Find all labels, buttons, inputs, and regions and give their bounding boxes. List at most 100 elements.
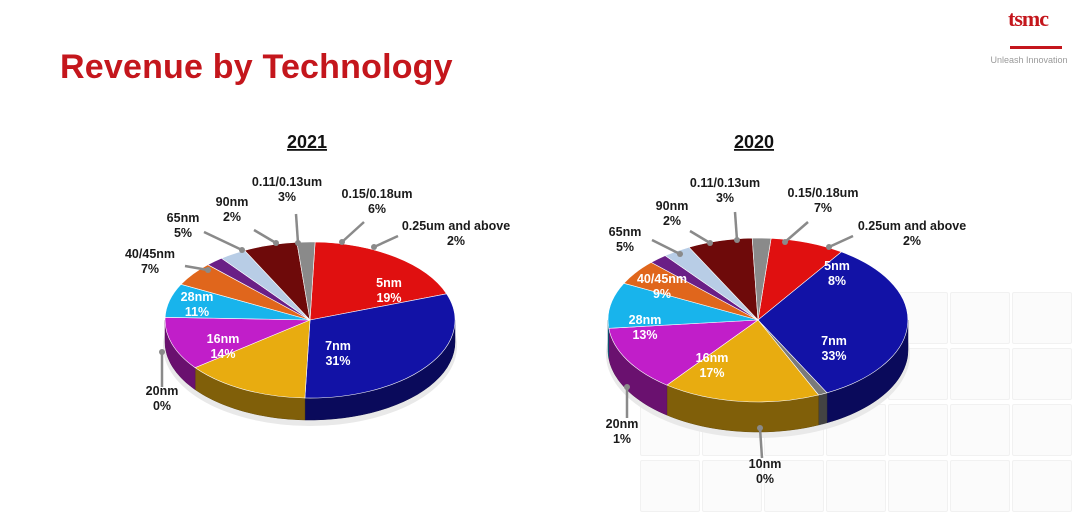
slice-name: 28nm xyxy=(629,313,662,327)
leader-line-0.15/0.18um xyxy=(341,221,365,243)
slice-label-7nm: 7nm 33% xyxy=(821,334,847,363)
slice-name: 0.11/0.13um xyxy=(690,176,760,190)
slice-value: 11% xyxy=(185,305,209,319)
slice-name: 40/45nm xyxy=(637,272,687,286)
slice-name: 5nm xyxy=(376,276,402,290)
slice-name: 90nm xyxy=(216,195,249,209)
slice-name: 16nm xyxy=(207,332,240,346)
slice-name: 20nm xyxy=(146,384,179,398)
leader-dot xyxy=(295,240,301,246)
leader-dot xyxy=(757,425,763,431)
slice-label-5nm: 5nm 8% xyxy=(824,259,850,288)
logo-tagline: Unleash Innovation xyxy=(990,55,1068,65)
slice-label-90nm: 90nm 2% xyxy=(216,195,249,224)
slice-name: 40/45nm xyxy=(125,247,175,261)
slice-name: 0.15/0.18um xyxy=(342,187,413,201)
leader-dot xyxy=(734,237,740,243)
page-title: Revenue by Technology xyxy=(60,48,453,86)
slice-name: 0.25um and above xyxy=(858,219,966,233)
leader-dot xyxy=(677,251,683,257)
slice-label-20nm: 20nm 1% xyxy=(606,417,639,446)
leader-dot xyxy=(239,247,245,253)
logo-underline xyxy=(1010,46,1062,49)
slice-label-0.25um and above: 0.25um and above 2% xyxy=(402,219,510,248)
pie-slice-7nm xyxy=(304,293,456,399)
background-tile xyxy=(888,460,948,512)
pie-slice-40/45nm xyxy=(607,282,759,329)
slice-value: 2% xyxy=(223,210,241,224)
logo-text: tsmc xyxy=(1008,6,1049,31)
slice-name: 0.15/0.18um xyxy=(788,186,859,200)
leader-dot xyxy=(371,244,377,250)
pie-slice-28nm xyxy=(608,319,760,386)
leader-line-0.25um and above xyxy=(828,234,854,249)
background-tile xyxy=(1012,348,1072,400)
tsmc-logo: tsmc Unleash Innovation xyxy=(984,4,1074,68)
slice-label-16nm: 16nm 17% xyxy=(696,351,729,380)
leader-line-0.11/0.13um xyxy=(294,213,300,244)
slice-value: 2% xyxy=(447,234,465,248)
slice-value: 17% xyxy=(699,366,724,380)
slice-name: 7nm xyxy=(325,339,351,353)
slice-name: 7nm xyxy=(821,334,847,348)
slice-value: 19% xyxy=(376,291,401,305)
slice-value: 5% xyxy=(174,226,192,240)
slice-label-16nm: 16nm 14% xyxy=(207,332,240,361)
slice-value: 8% xyxy=(828,274,846,288)
pie-slice-16nm xyxy=(666,319,820,403)
slice-value: 2% xyxy=(903,234,921,248)
leader-line-90nm xyxy=(253,228,277,245)
slice-label-5nm: 5nm 19% xyxy=(376,276,402,305)
slice-label-40/45nm: 40/45nm 9% xyxy=(637,272,687,301)
slice-value: 2% xyxy=(663,214,681,228)
slice-label-0.11/0.13um: 0.11/0.13um 3% xyxy=(252,175,322,204)
pie-slice-7nm xyxy=(757,251,909,394)
background-tile xyxy=(950,348,1010,400)
slice-label-65nm: 65nm 5% xyxy=(609,225,642,254)
pie-slice-16nm xyxy=(194,319,311,399)
slice-value: 1% xyxy=(613,432,631,446)
background-tile xyxy=(1012,292,1072,344)
slice-value: 3% xyxy=(278,190,296,204)
leader-dot xyxy=(339,239,345,245)
slice-name: 20nm xyxy=(606,417,639,431)
slice-label-28nm: 28nm 11% xyxy=(181,290,214,319)
chart-title: 2020 xyxy=(734,132,774,152)
leader-dot xyxy=(273,240,279,246)
leader-dot xyxy=(826,244,832,250)
leader-line-0.15/0.18um xyxy=(784,221,809,243)
pie-slice-0.25um and above xyxy=(751,237,772,321)
background-tile xyxy=(826,460,886,512)
slice-name: 16nm xyxy=(696,351,729,365)
pie-slice-28nm xyxy=(164,316,311,368)
leader-line-0.25um and above xyxy=(373,234,399,249)
background-tile xyxy=(640,460,700,512)
background-tile xyxy=(764,460,824,512)
slice-name: 65nm xyxy=(167,211,200,225)
leader-dot xyxy=(159,349,165,355)
slice-name: 0.11/0.13um xyxy=(252,175,322,189)
slice-value: 13% xyxy=(632,328,657,342)
slice-value: 7% xyxy=(141,262,159,276)
slice-value: 31% xyxy=(325,354,350,368)
background-tile xyxy=(950,404,1010,456)
slice-value: 6% xyxy=(368,202,386,216)
slice-label-7nm: 7nm 31% xyxy=(325,339,351,368)
slice-label-28nm: 28nm 13% xyxy=(629,313,662,342)
slice-label-0.15/0.18um: 0.15/0.18um 7% xyxy=(788,186,859,215)
slice-value: 33% xyxy=(821,349,846,363)
pie-side-20nm xyxy=(818,392,828,426)
slice-label-65nm: 65nm 5% xyxy=(167,211,200,240)
leader-line-65nm xyxy=(203,230,243,252)
background-tile xyxy=(950,460,1010,512)
slice-label-10nm: 10nm 0% xyxy=(749,457,782,486)
slice-value: 5% xyxy=(616,240,634,254)
background-tile xyxy=(888,404,948,456)
leader-line-40/45nm xyxy=(184,264,209,272)
slice-value: 3% xyxy=(716,191,734,205)
slice-name: 10nm xyxy=(749,457,782,471)
slice-label-40/45nm: 40/45nm 7% xyxy=(125,247,175,276)
slice-name: 90nm xyxy=(656,199,689,213)
